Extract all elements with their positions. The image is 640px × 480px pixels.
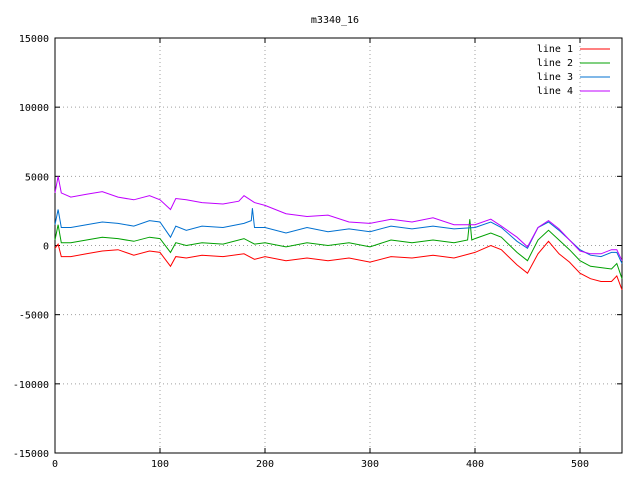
legend-label-3: line 3 — [537, 72, 573, 83]
chart-title: m3340_16 — [311, 15, 359, 26]
series-line-1 — [54, 240, 623, 290]
series-line-4 — [54, 176, 623, 261]
x-tick-label-3: 300 — [361, 459, 379, 470]
x-tick-label-1: 100 — [151, 459, 169, 470]
series-line-2 — [54, 219, 623, 279]
y-tick-label-2: -5000 — [19, 311, 49, 322]
legend-label-4: line 4 — [537, 86, 573, 97]
y-tick-label-4: 5000 — [25, 172, 49, 183]
series-line-3 — [54, 208, 623, 264]
legend: line 1 line 2 line 3 line 4 — [537, 44, 610, 97]
legend-label-1: line 1 — [537, 44, 573, 55]
y-tick-label-0: -15000 — [13, 449, 49, 460]
series-group — [54, 176, 623, 290]
ticks: 0 100 200 300 400 500 -15000 -10000 -5000 0 5000 10… — [13, 34, 622, 470]
legend-label-2: line 2 — [537, 58, 573, 69]
y-tick-label-1: -10000 — [13, 380, 49, 391]
y-tick-label-6: 15000 — [19, 34, 49, 45]
y-tick-label-3: 0 — [43, 242, 49, 253]
x-tick-label-2: 200 — [256, 459, 274, 470]
grid — [55, 38, 622, 453]
plot-frame — [54, 37, 623, 454]
x-tick-label-4: 400 — [466, 459, 484, 470]
x-tick-label-0: 0 — [52, 459, 58, 470]
x-tick-label-5: 500 — [571, 459, 589, 470]
y-tick-label-5: 10000 — [19, 103, 49, 114]
